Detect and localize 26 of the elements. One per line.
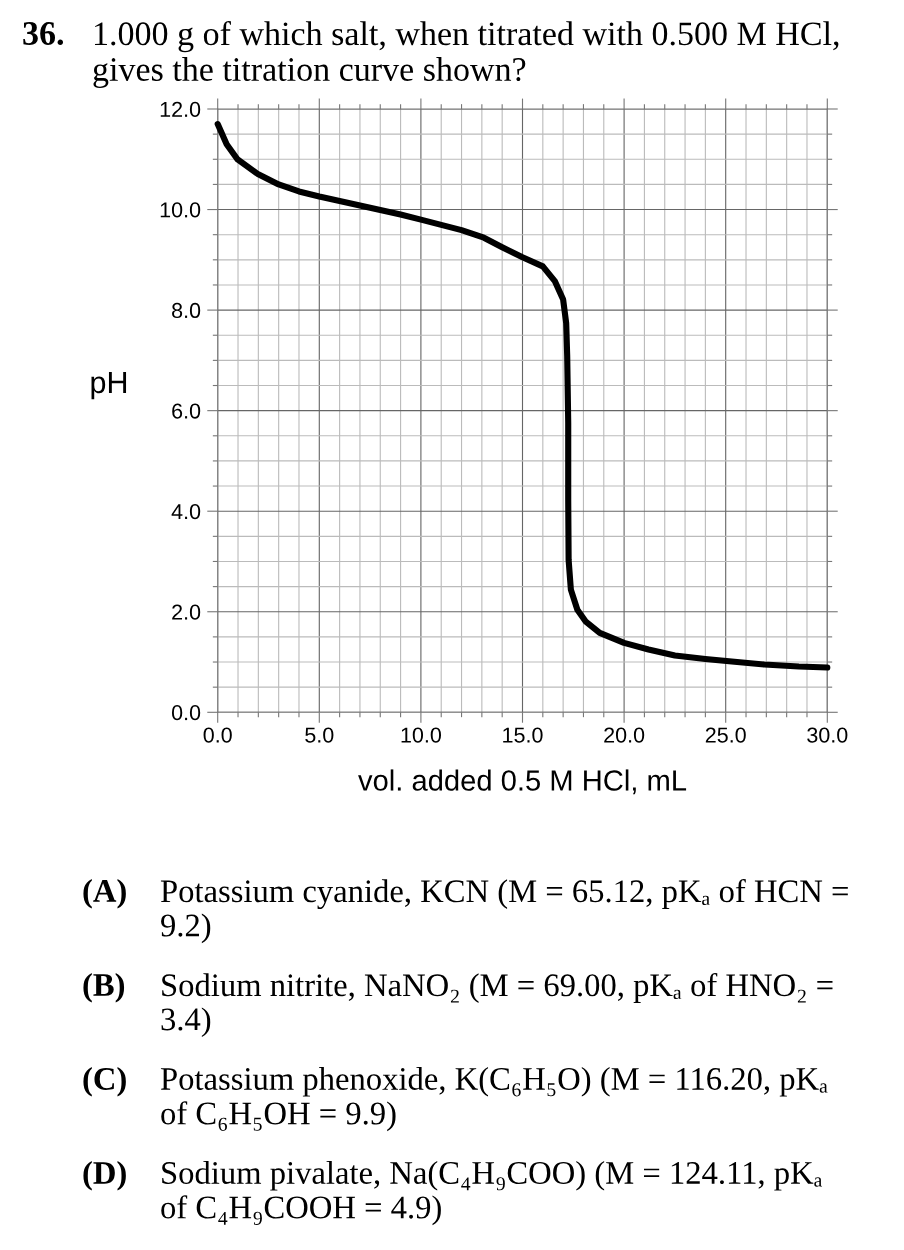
text: Sodium pivalate, Na(C₄H₉COO) (M = 124.11, pKₐ of C₄H₉COOH = 4.9): [161, 1161, 823, 1226]
text: (D): [83, 1161, 126, 1191]
x-tick-label: 15.0: [503, 727, 543, 743]
text: 36.: [23, 22, 64, 46]
chart-title: 1.000 g of which salt, when titrated with 0.500 M HCl, gives the titration curve shown?: [93, 21, 839, 88]
y-axis-title: pH: [91, 371, 127, 400]
x-axis-title: vol. added 0.5 M HCl, mL: [358, 769, 687, 795]
x-tick-label: 25.0: [705, 727, 746, 743]
y-tick-label: 0.0: [171, 705, 201, 721]
y-tick-label: 4.0: [171, 503, 201, 520]
x-tick-label: 30.0: [807, 727, 848, 743]
text: (A): [83, 879, 126, 909]
text: Potassium cyanide, KCN (M = 65.12, pKₐ of HCN = 9.2): [160, 879, 848, 944]
y-tick-label: 6.0: [172, 403, 201, 419]
text: Sodium nitrite, NaNO₂ (M = 69.00, pKₐ of HNO₂ = 3.4): [161, 973, 833, 1038]
y-tick-label: 12.0: [160, 101, 201, 118]
x-tick-label: 0.0: [203, 727, 232, 743]
x-tick-label: 5.0: [305, 727, 334, 743]
text: (C): [83, 1067, 126, 1097]
y-tick-label: 10.0: [160, 202, 201, 218]
x-tick-label: 10.0: [401, 727, 442, 743]
y-tick-label: 2.0: [172, 604, 201, 620]
y-tick-label: 8.0: [172, 302, 201, 319]
text: (B): [83, 973, 125, 1003]
text: Potassium phenoxide, K(C₆H₅O) (M = 116.20, pKₐ of C₆H₅OH = 9.9): [160, 1067, 828, 1132]
x-tick-label: 20.0: [604, 727, 645, 743]
